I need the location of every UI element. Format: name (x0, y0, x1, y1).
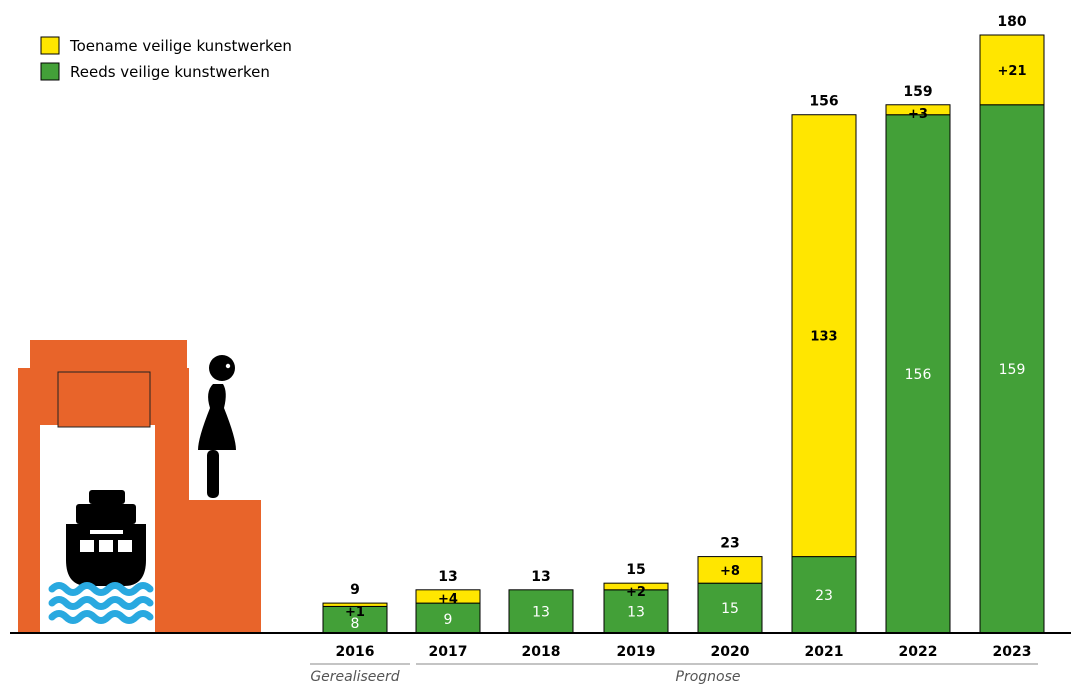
label-toename-2021: 133 (810, 330, 837, 345)
bars: 8+1 9 9 +4 13 13 13 13 +2 15 15 +8 23 23 133 156 156 +3 15… (322, 14, 1045, 634)
person-icon (198, 355, 236, 498)
lock-pillar-left (18, 368, 30, 633)
tick-label-2020: 2020 (711, 644, 750, 660)
water-waves-icon (48, 582, 154, 624)
legend-label-reeds: Reeds veilige kunstwerken (70, 63, 270, 81)
label-total-2022: 159 (903, 84, 932, 100)
bridge-lock-icon (18, 340, 261, 633)
bar-toename-2017 (415, 589, 481, 604)
label-reeds-2020: 15 (721, 601, 739, 617)
tick-label-2021: 2021 (805, 644, 844, 660)
label-reeds-2023: 159 (999, 362, 1026, 378)
bar-reeds-2023 (979, 104, 1045, 634)
bar-toename-2016 (322, 602, 388, 607)
legend: Toename veilige kunstwerken Reeds veilig… (40, 36, 292, 81)
period-label-forecast: Prognose (676, 669, 741, 685)
bar-toename-2022 (885, 104, 951, 116)
label-total-2018: 13 (531, 569, 550, 585)
tick-label-2018: 2018 (522, 644, 561, 660)
label-total-2016: 9 (350, 582, 360, 598)
tick-label-2017: 2017 (429, 644, 468, 660)
label-reeds-2017: 9 (444, 612, 453, 628)
label-toename-2017: +4 (438, 592, 458, 607)
label-reeds-2022: 156 (905, 367, 932, 383)
label-reeds-2018: 13 (532, 604, 550, 620)
label-toename-2016: +1 (345, 605, 365, 620)
label-reeds-2019: 13 (627, 604, 645, 620)
bar-reeds-2022 (885, 114, 951, 634)
label-toename-2019: +2 (626, 585, 646, 600)
legend-swatch-toename (40, 36, 60, 55)
label-total-2023: 180 (997, 14, 1026, 30)
label-reeds-2021: 23 (815, 588, 833, 604)
label-total-2020: 23 (720, 536, 739, 552)
legend-swatch-reeds (40, 62, 60, 81)
label-total-2021: 156 (809, 94, 838, 110)
bar-toename-2019 (603, 582, 669, 591)
tick-label-2016: 2016 (336, 644, 375, 660)
label-reeds-2016: 8 (351, 616, 360, 632)
legend-label-toename: Toename veilige kunstwerken (69, 37, 292, 55)
period-label-realised: Gerealiseerd (310, 669, 399, 685)
x-axis-ticks: 2016 2017 2018 2019 2020 2021 2022 2023 (336, 644, 1032, 660)
lock-gate-panel (57, 371, 151, 428)
label-toename-2023: +21 (998, 64, 1027, 79)
bar-toename-2021 (791, 114, 857, 558)
tick-label-2019: 2019 (617, 644, 656, 660)
label-total-2019: 15 (626, 562, 645, 578)
tick-label-2023: 2023 (993, 644, 1032, 660)
bar-toename-2023 (979, 34, 1045, 106)
lock-pillar-right (177, 368, 189, 500)
label-toename-2022: +3 (908, 107, 928, 122)
bar-toename-2020 (697, 556, 763, 584)
ship-icon (66, 490, 146, 586)
bar-reeds-2017 (415, 602, 481, 634)
tick-label-2022: 2022 (899, 644, 938, 660)
label-toename-2020: +8 (720, 564, 740, 579)
period-labels: Gerealiseerd Prognose (310, 663, 1038, 685)
label-total-2017: 13 (438, 569, 457, 585)
